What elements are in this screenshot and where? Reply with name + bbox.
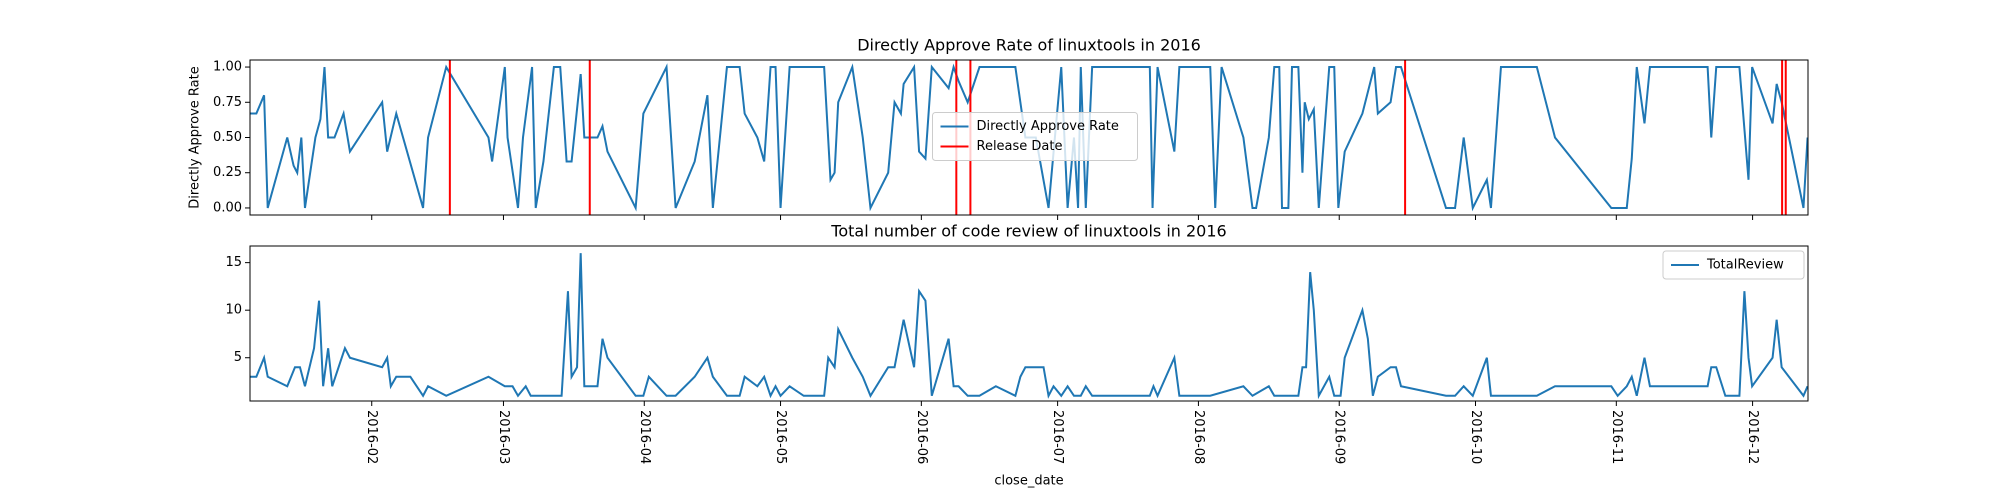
- x-axis-label: close_date: [994, 474, 1063, 489]
- legend-box: [1662, 250, 1805, 280]
- y-tick-label: 0.25: [213, 165, 242, 180]
- y-tick-label: 5: [234, 350, 242, 365]
- x-tick-label: 2016-07: [1050, 410, 1065, 464]
- x-tick-label: 2016-02: [364, 410, 379, 464]
- axes-frame: [249, 245, 1809, 402]
- x-tick-label: 2016-06: [914, 410, 929, 464]
- x-tick-label: 2016-04: [637, 410, 652, 464]
- y-axis-label: Directly Approve Rate: [188, 66, 203, 208]
- x-tick-label: 2016-10: [1468, 410, 1483, 464]
- y-tick-label: 10: [225, 303, 242, 318]
- x-tick-label: 2016-05: [773, 410, 788, 464]
- legend-box: [932, 112, 1138, 161]
- legend-label: Release Date: [977, 139, 1063, 154]
- x-tick-label: 2016-12: [1745, 410, 1760, 464]
- chart-title: Total number of code review of linuxtool…: [830, 222, 1226, 241]
- x-tick-label: 2016-11: [1609, 410, 1624, 464]
- y-tick-label: 0.00: [213, 200, 242, 215]
- y-tick-label: 15: [225, 255, 242, 270]
- line-series: [250, 63, 1808, 212]
- chart-title: Directly Approve Rate of linuxtools in 2…: [857, 36, 1201, 55]
- line-series: [250, 253, 1808, 400]
- axes-frame: [249, 59, 1809, 216]
- x-tick-label: 2016-08: [1191, 410, 1206, 464]
- y-tick-label: 0.50: [213, 130, 242, 145]
- legend-label: TotalReview: [1706, 258, 1784, 273]
- y-tick-label: 0.75: [213, 95, 242, 110]
- y-tick-label: 1.00: [213, 60, 242, 75]
- legend-label: Directly Approve Rate: [977, 119, 1119, 134]
- x-tick-label: 2016-03: [496, 410, 511, 464]
- x-tick-label: 2016-09: [1332, 410, 1347, 464]
